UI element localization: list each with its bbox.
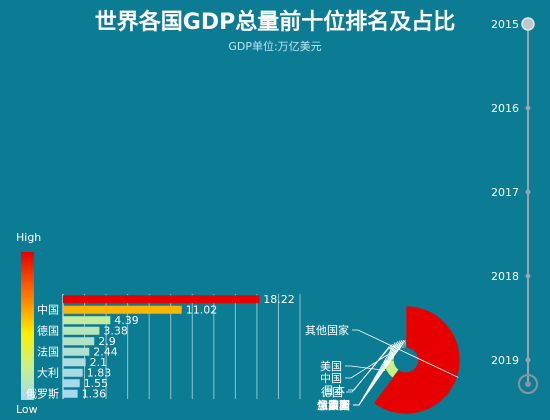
bar-value-label: 1.55 — [84, 377, 109, 390]
bar-e6848fe5a4a7e588a9[interactable] — [63, 368, 83, 377]
bar-value-label: 4.39 — [114, 314, 138, 327]
visual-map-high-label: High — [16, 231, 41, 244]
timeline-tick[interactable] — [525, 357, 531, 363]
bar-value-label: 2.1 — [90, 356, 108, 369]
timeline-year-2015[interactable]: 2015 — [491, 18, 519, 31]
bar-e58db0e5baa6[interactable] — [63, 358, 86, 367]
bar-category-label: 大利 — [37, 365, 59, 379]
rose-label: 德国 — [321, 385, 343, 399]
timeline-year-2018[interactable]: 2018 — [491, 270, 519, 283]
bar-value-label: 3.38 — [103, 324, 128, 337]
rose-label: 俄罗斯 — [317, 399, 350, 412]
timeline-tick[interactable] — [525, 189, 531, 195]
bar-category-label: 俄罗斯 — [26, 387, 59, 400]
rose-label: 意大利 — [317, 398, 350, 412]
rose-label: 法国 — [328, 398, 350, 412]
bar-category-label: 德国 — [37, 323, 59, 337]
rose-leader-line — [345, 354, 388, 379]
timeline: 2015 2016 2017 2018 2019 — [491, 17, 538, 394]
rose-label: 其他国家 — [305, 323, 349, 337]
timeline-year-2019[interactable]: 2019 — [491, 354, 519, 367]
bar-e88bb1e59bbd[interactable] — [63, 337, 95, 346]
visual-map-bar[interactable] — [21, 252, 34, 400]
rose-slice-e585b6e4bb96e59bbde5aeb6[interactable] — [373, 305, 461, 415]
timeline-play-button[interactable] — [518, 374, 538, 394]
bar-e4b8ade59bbd[interactable] — [63, 305, 182, 314]
bar-value-label: 11.02 — [186, 303, 218, 316]
bar-e5b7b4e8a5bf[interactable] — [63, 379, 80, 388]
rose-label: 中国 — [320, 372, 342, 385]
rose-leader-line — [346, 343, 393, 393]
bar-value-label: 2.44 — [93, 345, 118, 358]
bar-e4bf84e7bd97e696af[interactable] — [63, 389, 78, 398]
rose-label: 日本 — [323, 383, 345, 397]
rose-leader-line — [353, 340, 406, 406]
bar-category-label: 法国 — [37, 344, 59, 358]
visual-map-low-label: Low — [16, 403, 38, 416]
rose-label: 英国 — [328, 398, 350, 412]
timeline-current-marker[interactable] — [521, 17, 535, 31]
timeline-year-2016[interactable]: 2016 — [491, 102, 519, 115]
bar-value-label: 18.22 — [263, 293, 295, 306]
chart-title: 世界各国GDP总量前十位排名及占比 — [94, 10, 456, 35]
bar-value-label: 1.83 — [87, 366, 112, 379]
timeline-tick[interactable] — [525, 105, 531, 111]
bar-e697a5e69cac[interactable] — [63, 316, 111, 325]
bar-category-label: 中国 — [37, 303, 59, 316]
bar-e7be8ee59bbd[interactable] — [63, 295, 260, 304]
bar-value-label: 2.9 — [98, 335, 116, 348]
bar-e5beb7e59bbd[interactable] — [63, 326, 100, 335]
chart-subtitle: GDP单位:万亿美元 — [228, 40, 322, 53]
bar-e6b395e59bbd[interactable] — [63, 347, 90, 356]
timeline-year-2017[interactable]: 2017 — [491, 186, 519, 199]
bar-chart: 18.22 11.02 中国 4.393.38 德国 2.92.44 法国 2.11.83 大利… — [26, 293, 301, 400]
rose-label: 美国 — [320, 360, 342, 373]
rose-label: 加拿大 — [317, 398, 350, 412]
rose-leader-line — [345, 365, 386, 371]
rose-label: 印度 — [328, 398, 350, 412]
rose-leader-line — [352, 329, 459, 378]
rose-slice-e4bf84e7bd97e696af[interactable] — [404, 340, 407, 349]
timeline-tick[interactable] — [525, 273, 531, 279]
bar-value-label: 1.36 — [82, 387, 107, 400]
